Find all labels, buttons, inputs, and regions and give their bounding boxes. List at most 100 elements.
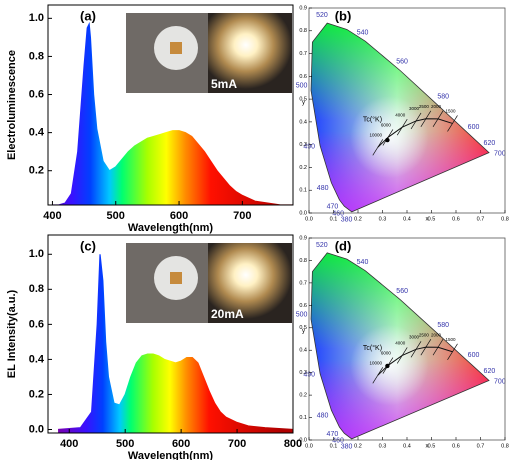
photo-led-chip: [170, 272, 182, 284]
y-tick-label: 0.6: [299, 303, 307, 309]
wavelength-label: 500: [296, 311, 308, 318]
cct-label: 1500: [445, 337, 456, 342]
y-tick-label: 0.1: [299, 188, 307, 194]
x-tick-label: 0.0: [305, 216, 313, 222]
y-axis-title: Electroluminescence: [6, 50, 18, 160]
wavelength-label: 560: [396, 288, 408, 295]
cct-title: Tc(°K): [363, 115, 382, 123]
wavelength-label: 520: [316, 12, 328, 19]
wavelength-label: 520: [316, 242, 328, 249]
y-tick-label: 0.0: [29, 423, 44, 435]
x-tick-label: 0.4: [403, 443, 411, 449]
wavelength-label: 540: [357, 259, 369, 266]
panel-label: (b): [335, 8, 352, 23]
y-tick-label: 0.2: [299, 393, 307, 399]
cct-label: 4000: [395, 341, 406, 346]
wavelength-label: 580: [437, 322, 449, 329]
y-tick-label: 0.8: [299, 258, 307, 264]
y-tick-label: 0.3: [299, 370, 307, 376]
x-tick-label: 400: [60, 438, 78, 450]
wavelength-label: 600: [468, 124, 480, 131]
cct-label: 6000: [381, 123, 392, 128]
y-tick-label: 0.0: [299, 210, 307, 216]
y-tick-label: 0.2: [29, 165, 44, 177]
cct-label: 1500: [445, 109, 456, 114]
x-tick-label: 600: [172, 438, 190, 450]
cct-label: 2000: [431, 332, 442, 337]
x-tick-label: 0.8: [501, 216, 509, 222]
x-tick-label: 0.3: [379, 443, 387, 449]
wavelength-label: 380: [341, 217, 353, 224]
inset-label: 5mA: [211, 77, 237, 91]
y-tick-label: 0.4: [29, 127, 45, 139]
x-tick-label: 0.8: [501, 443, 509, 449]
y-tick-label: 0.0: [299, 437, 307, 443]
y-tick-label: 0.7: [299, 280, 307, 286]
x-tick-label: 0.7: [477, 216, 485, 222]
y-tick-label: 0.8: [299, 28, 307, 34]
x-axis-title: Wavelength(nm): [128, 222, 213, 234]
chromaticity-point: [385, 138, 389, 142]
x-tick-label: 0.6: [452, 216, 460, 222]
x-tick-label: 500: [107, 210, 125, 222]
wavelength-label: 700: [494, 379, 506, 386]
photo-led-chip: [170, 42, 182, 54]
x-tick-label: 0.2: [354, 216, 362, 222]
y-axis-title: y: [302, 329, 305, 335]
y-axis-title: EL Intensity(a.u.): [6, 289, 18, 378]
cct-title: Tc(°K): [363, 344, 382, 352]
y-tick-label: 0.4: [299, 348, 307, 354]
x-tick-label: 600: [170, 210, 188, 222]
x-tick-label: 0.7: [477, 443, 485, 449]
cct-label: 2500: [419, 332, 430, 337]
y-tick-label: 0.2: [29, 388, 44, 400]
inset-label: 20mA: [211, 307, 244, 321]
y-tick-label: 0.1: [299, 415, 307, 421]
wavelength-label: 500: [296, 83, 308, 90]
y-tick-label: 0.2: [299, 165, 307, 171]
cct-label: 10000: [370, 360, 383, 365]
y-tick-label: 1.0: [29, 248, 44, 260]
y-tick-label: 1.0: [29, 12, 44, 24]
x-tick-label: 0.3: [379, 216, 387, 222]
wavelength-label: 470: [327, 204, 339, 211]
panel-label: (a): [80, 8, 96, 23]
cct-label: 6000: [381, 351, 392, 356]
x-tick-label: 0.4: [403, 216, 411, 222]
y-tick-label: 0.4: [29, 353, 45, 365]
x-tick-label: 700: [233, 210, 251, 222]
y-tick-label: 0.3: [299, 142, 307, 148]
x-tick-label: 700: [228, 438, 246, 450]
wavelength-label: 480: [317, 185, 329, 192]
y-tick-label: 0.8: [29, 50, 44, 62]
wavelength-label: 470: [327, 431, 339, 438]
gamut-fill: [309, 238, 505, 440]
wavelength-label: 560: [396, 59, 408, 66]
cct-label: 10000: [370, 132, 383, 137]
wavelength-label: 380: [341, 444, 353, 451]
wavelength-label: 620: [484, 368, 496, 375]
x-axis-title: x: [426, 217, 429, 223]
y-tick-label: 0.6: [299, 74, 307, 80]
x-tick-label: 0.1: [330, 443, 338, 449]
x-axis-title: x: [426, 444, 429, 450]
y-axis-title: y: [302, 100, 305, 106]
x-tick-label: 0.6: [452, 443, 460, 449]
cct-label: 2500: [419, 104, 430, 109]
cct-label: 2000: [431, 104, 442, 109]
wavelength-label: 600: [468, 352, 480, 359]
x-tick-label: 0.5: [428, 216, 436, 222]
wavelength-label: 540: [357, 29, 369, 36]
panel-label: (c): [80, 238, 96, 253]
y-tick-label: 0.6: [29, 318, 44, 330]
x-tick-label: 0.1: [330, 216, 338, 222]
y-tick-label: 0.4: [299, 119, 307, 125]
x-axis-title: Wavelength(nm): [128, 450, 213, 460]
cct-label: 4000: [395, 112, 406, 117]
figure: 400 500 600 700 0.2 0.4 0.6 0.8 1.0 Wavelength(nm…: [0, 0, 516, 460]
y-tick-label: 0.7: [299, 51, 307, 57]
wavelength-label: 580: [437, 93, 449, 100]
gamut-fill: [309, 8, 505, 213]
chromaticity-point: [385, 364, 389, 368]
wavelength-label: 480: [317, 412, 329, 419]
